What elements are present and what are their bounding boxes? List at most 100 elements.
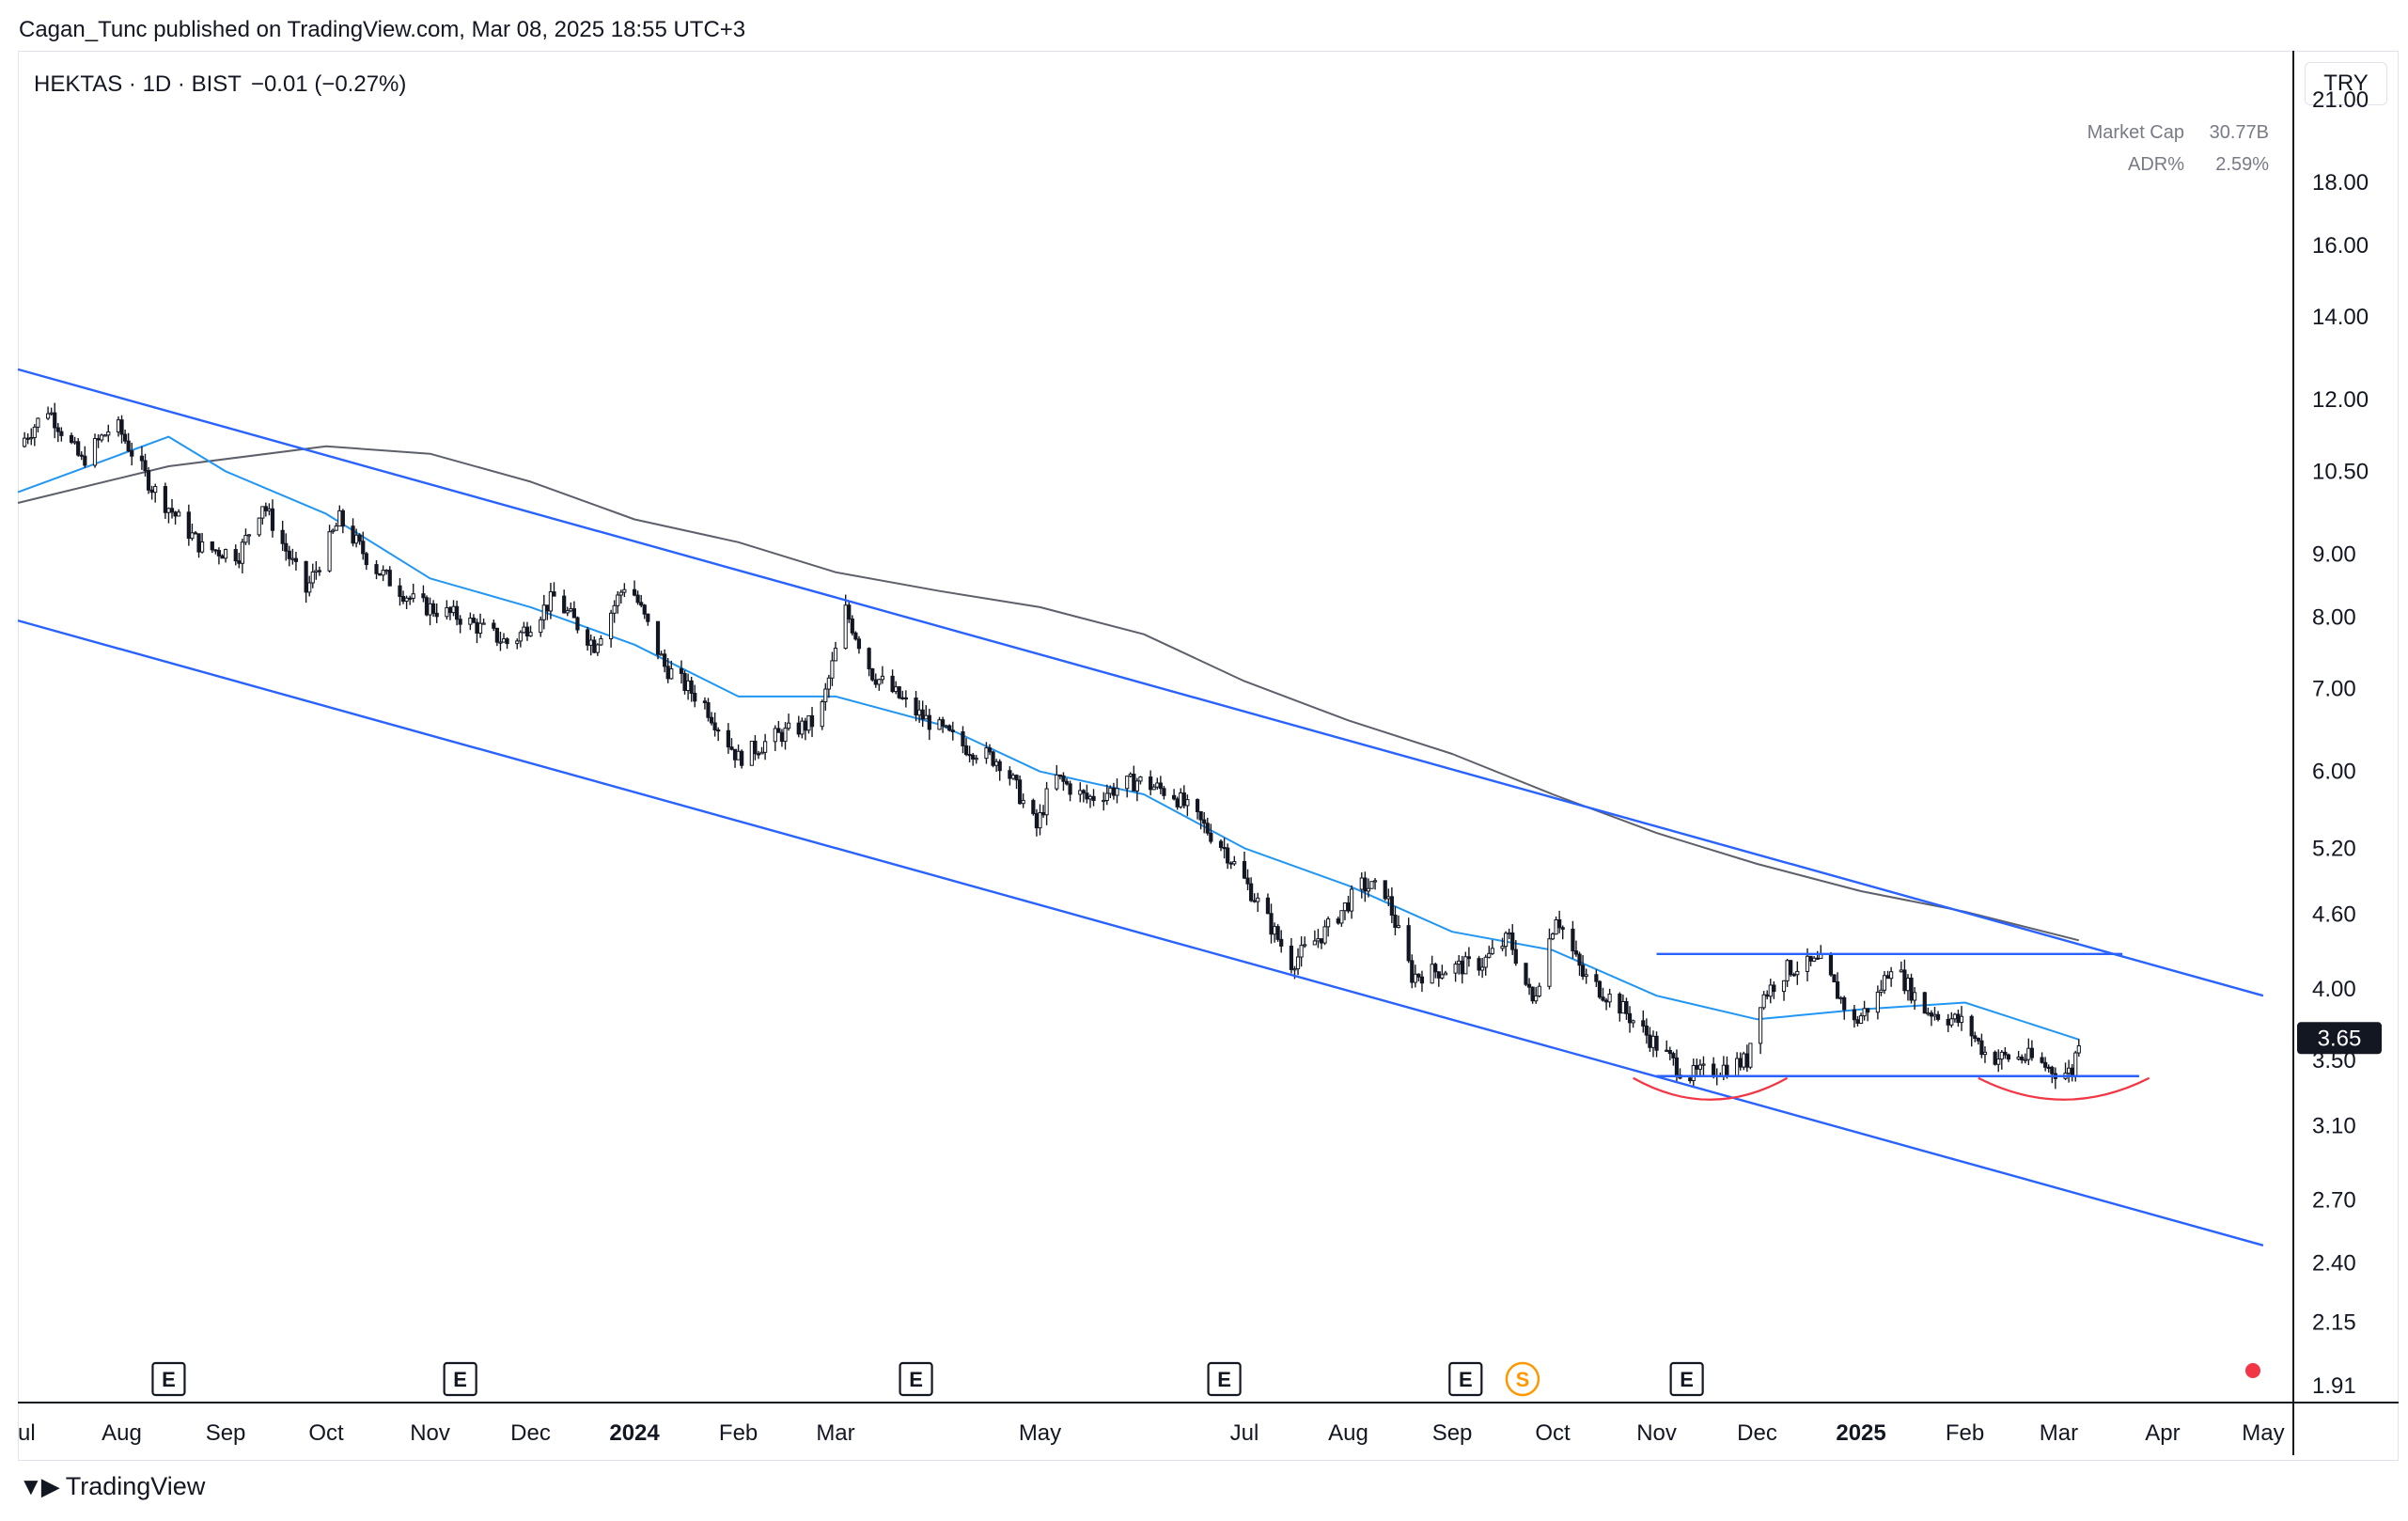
x-tick-label: Oct xyxy=(308,1420,344,1446)
candle-body xyxy=(830,660,835,679)
candle-body xyxy=(947,725,952,731)
candle-body xyxy=(327,531,332,572)
stats-panel: Market Cap 30.77B ADR% 2.59% xyxy=(2087,117,2269,180)
candle-body xyxy=(1111,787,1117,796)
x-tick-label: ul xyxy=(18,1420,36,1446)
candle-body xyxy=(702,700,708,703)
candle-body xyxy=(1289,945,1294,970)
earnings-event-label: E xyxy=(1217,1368,1231,1391)
ma-slow-line xyxy=(17,445,2080,942)
x-tick-label: Feb xyxy=(719,1420,758,1446)
x-tick-label: Aug xyxy=(1328,1420,1368,1446)
candle-body xyxy=(1322,926,1327,944)
candle-body xyxy=(404,597,409,603)
channel-upper-line xyxy=(17,368,2264,997)
candle-body xyxy=(421,593,426,599)
candle-body xyxy=(847,604,852,619)
candle-body xyxy=(1624,1001,1629,1014)
candle-body xyxy=(1577,953,1582,966)
candle-body xyxy=(1034,813,1040,829)
candle-body xyxy=(716,729,721,732)
candle-body xyxy=(411,593,415,599)
candle-body xyxy=(76,441,81,456)
candle-body xyxy=(669,668,674,680)
candle-body xyxy=(1205,823,1210,834)
alert-dot-icon xyxy=(2245,1363,2260,1378)
candle-body xyxy=(877,679,882,685)
candle-body xyxy=(1912,992,1917,1001)
candle-body xyxy=(726,729,730,748)
candle-body xyxy=(880,675,885,681)
candle-body xyxy=(1571,928,1575,952)
candle-body xyxy=(1419,976,1425,984)
candle-body xyxy=(1688,1077,1693,1082)
y-tick-label: 8.00 xyxy=(2312,605,2356,631)
candle-body xyxy=(1021,799,1025,805)
candle-body xyxy=(193,532,198,535)
candle-body xyxy=(116,419,121,432)
candle-body xyxy=(1359,877,1364,890)
candle-body xyxy=(756,753,761,756)
candle-body xyxy=(997,760,1002,772)
candle-body xyxy=(1226,847,1230,864)
candle-body xyxy=(398,585,402,597)
candle-body xyxy=(139,455,145,462)
y-tick-label: 3.10 xyxy=(2312,1113,2356,1138)
candle-body xyxy=(1765,994,1770,997)
candle-body xyxy=(2003,1051,2008,1056)
currency-button[interactable]: TRY xyxy=(2305,62,2387,105)
candle-body xyxy=(1654,1035,1659,1051)
symbol-legend[interactable]: HEKTAS · 1D · BIST −0.01 (−0.27%) xyxy=(34,71,406,98)
y-tick-label: 18.00 xyxy=(2312,170,2369,196)
candle-body xyxy=(246,534,252,537)
candle-body xyxy=(1812,957,1817,962)
candle-body xyxy=(1017,779,1023,805)
candle-body xyxy=(196,533,201,553)
candle-body xyxy=(1835,980,1840,999)
candle-body xyxy=(69,434,74,443)
candle-body xyxy=(1175,798,1180,808)
candle-body xyxy=(1228,862,1233,865)
candle-body xyxy=(539,619,543,634)
candle-body xyxy=(458,619,462,625)
candle-body xyxy=(1064,780,1070,785)
candle-body xyxy=(1866,1008,1870,1013)
candle-body xyxy=(991,751,995,766)
tradingview-brand[interactable]: ▼▶ TradingView xyxy=(19,1472,205,1501)
x-tick-label: May xyxy=(1019,1420,1061,1446)
candle-body xyxy=(1466,956,1471,960)
candle-body xyxy=(732,748,738,760)
candle-body xyxy=(49,412,54,415)
candle-body xyxy=(1513,949,1518,964)
candle-body xyxy=(210,541,214,551)
candle-body xyxy=(522,626,526,634)
candle-body xyxy=(1372,880,1378,883)
candle-body xyxy=(920,709,925,720)
candle-body xyxy=(1038,811,1042,829)
candle-body xyxy=(1695,1064,1699,1070)
candle-body xyxy=(331,529,336,533)
candle-body xyxy=(1386,896,1391,900)
candle-body xyxy=(575,617,580,631)
candle-body xyxy=(216,550,222,557)
candle-body xyxy=(1252,900,1257,902)
candle-body xyxy=(468,618,473,625)
candle-body xyxy=(1725,1064,1729,1076)
x-tick-label: Aug xyxy=(102,1420,142,1446)
candle-body xyxy=(1319,938,1324,944)
candle-body xyxy=(1389,896,1394,916)
candle-body xyxy=(1132,774,1136,792)
y-tick-label: 12.00 xyxy=(2312,387,2369,413)
candle-body xyxy=(1151,786,1156,791)
candle-body xyxy=(351,525,355,544)
candle-body xyxy=(153,486,158,494)
candle-body xyxy=(1935,1013,1941,1020)
candle-body xyxy=(2050,1066,2055,1074)
candle-body xyxy=(53,412,57,429)
candle-body xyxy=(736,750,741,760)
candle-body xyxy=(267,508,272,511)
candle-body xyxy=(914,698,918,716)
candle-body xyxy=(381,570,385,576)
candle-body xyxy=(270,508,275,531)
